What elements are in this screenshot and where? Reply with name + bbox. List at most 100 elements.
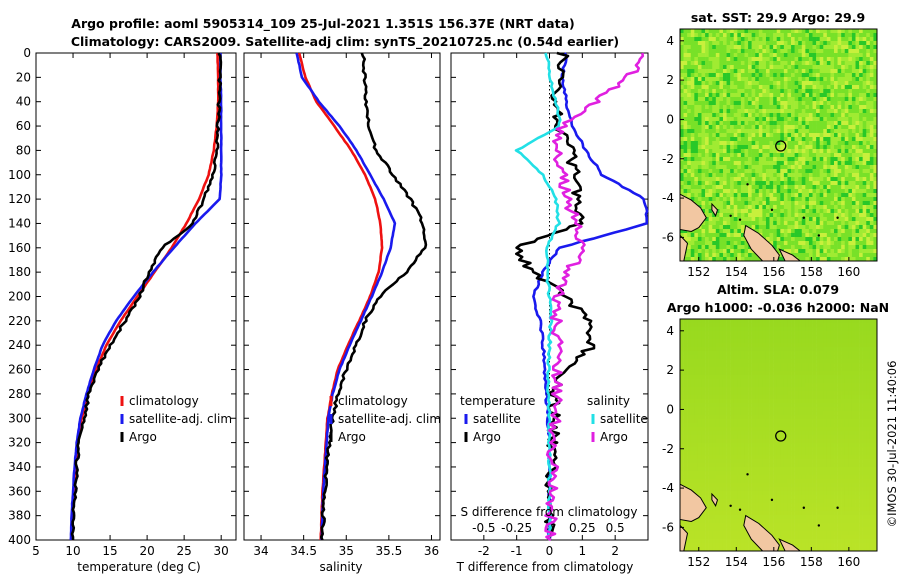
map-cell — [773, 165, 778, 170]
map-cell — [859, 367, 863, 372]
map-cell — [869, 257, 874, 262]
map-cell — [794, 37, 799, 42]
map-cell — [783, 169, 788, 174]
map-cell — [869, 391, 874, 396]
map-cell — [726, 245, 731, 250]
map-cell — [730, 339, 735, 344]
map-cell — [683, 57, 688, 62]
map-cell — [776, 403, 781, 408]
map-cell — [687, 41, 692, 46]
map-cell — [773, 233, 778, 238]
map-cell — [816, 81, 820, 86]
map-cell — [697, 327, 702, 332]
map-cell — [690, 323, 695, 328]
legend-entry: satellite — [473, 412, 521, 426]
map-cell — [794, 93, 799, 98]
map-cell — [697, 391, 702, 396]
map-cell — [798, 245, 803, 250]
map-cell — [801, 69, 806, 74]
map-cell — [701, 411, 706, 416]
map-cell — [805, 241, 810, 246]
map-cell — [680, 57, 684, 62]
map-cell — [862, 85, 867, 90]
map-cell — [719, 69, 724, 74]
map-cell — [851, 253, 856, 258]
map-cell — [801, 395, 806, 400]
map-cell — [848, 383, 853, 388]
map-cell — [722, 37, 727, 42]
map-cell — [719, 41, 724, 46]
map-cell — [859, 363, 863, 368]
map-cell — [787, 237, 792, 242]
map-cell — [826, 359, 831, 364]
map-cell — [737, 359, 742, 364]
map-cell — [834, 125, 838, 130]
map-cell — [851, 391, 856, 396]
map-cell — [866, 233, 871, 238]
map-cell — [794, 57, 799, 62]
map-cell — [773, 335, 778, 340]
map-cell — [712, 185, 717, 190]
map-cell — [708, 217, 713, 222]
map-cell — [783, 61, 788, 66]
map-cell — [758, 141, 763, 146]
map-cell — [683, 427, 688, 432]
map-cell — [780, 225, 785, 230]
map-cell — [862, 371, 867, 376]
map-cell — [783, 133, 788, 138]
map-cell — [683, 323, 688, 328]
map-cell — [791, 323, 795, 328]
map-cell — [708, 29, 713, 34]
map-cell — [726, 117, 731, 122]
map-cell — [705, 331, 709, 336]
map-cell — [823, 173, 828, 178]
map-cell — [701, 395, 706, 400]
map-cell — [808, 137, 813, 142]
map-cell — [837, 81, 842, 86]
map-cell — [715, 419, 720, 424]
map-cell — [733, 407, 738, 412]
map-cell — [758, 69, 763, 74]
map-cell — [869, 125, 874, 130]
map-cell — [812, 387, 817, 392]
map-cell — [683, 93, 688, 98]
map-cell — [808, 249, 813, 254]
map-cell — [751, 217, 756, 222]
map-cell — [866, 137, 871, 142]
map-cell — [730, 61, 735, 66]
map-cell — [687, 257, 692, 262]
map-cell — [726, 45, 731, 50]
map-cell — [844, 339, 849, 344]
map-cell — [726, 141, 731, 146]
map-cell — [866, 253, 871, 258]
map-cell — [694, 423, 699, 428]
map-cell — [755, 411, 760, 416]
map-cell — [776, 367, 781, 372]
map-cell — [697, 153, 702, 158]
map-cell — [705, 89, 709, 94]
map-cell — [708, 105, 713, 110]
map-cell — [705, 117, 709, 122]
map-cell — [851, 109, 856, 114]
map-cell — [851, 363, 856, 368]
map-cell — [791, 185, 795, 190]
map-cell — [834, 129, 838, 134]
map-cell — [798, 363, 803, 368]
map-cell — [823, 351, 828, 356]
map-cell — [740, 101, 745, 106]
map-cell — [794, 165, 799, 170]
map-cell — [787, 65, 792, 70]
map-cell — [801, 209, 806, 214]
map-cell — [794, 129, 799, 134]
map-cell — [862, 383, 867, 388]
map-cell — [740, 347, 745, 352]
map-cell — [848, 129, 853, 134]
map-cell — [873, 197, 878, 202]
map-cell — [844, 347, 849, 352]
map-cell — [873, 391, 878, 396]
map-cell — [844, 323, 849, 328]
map-cell — [859, 61, 863, 66]
map-cell — [705, 209, 709, 214]
map-cell — [787, 113, 792, 118]
map-cell — [690, 245, 695, 250]
